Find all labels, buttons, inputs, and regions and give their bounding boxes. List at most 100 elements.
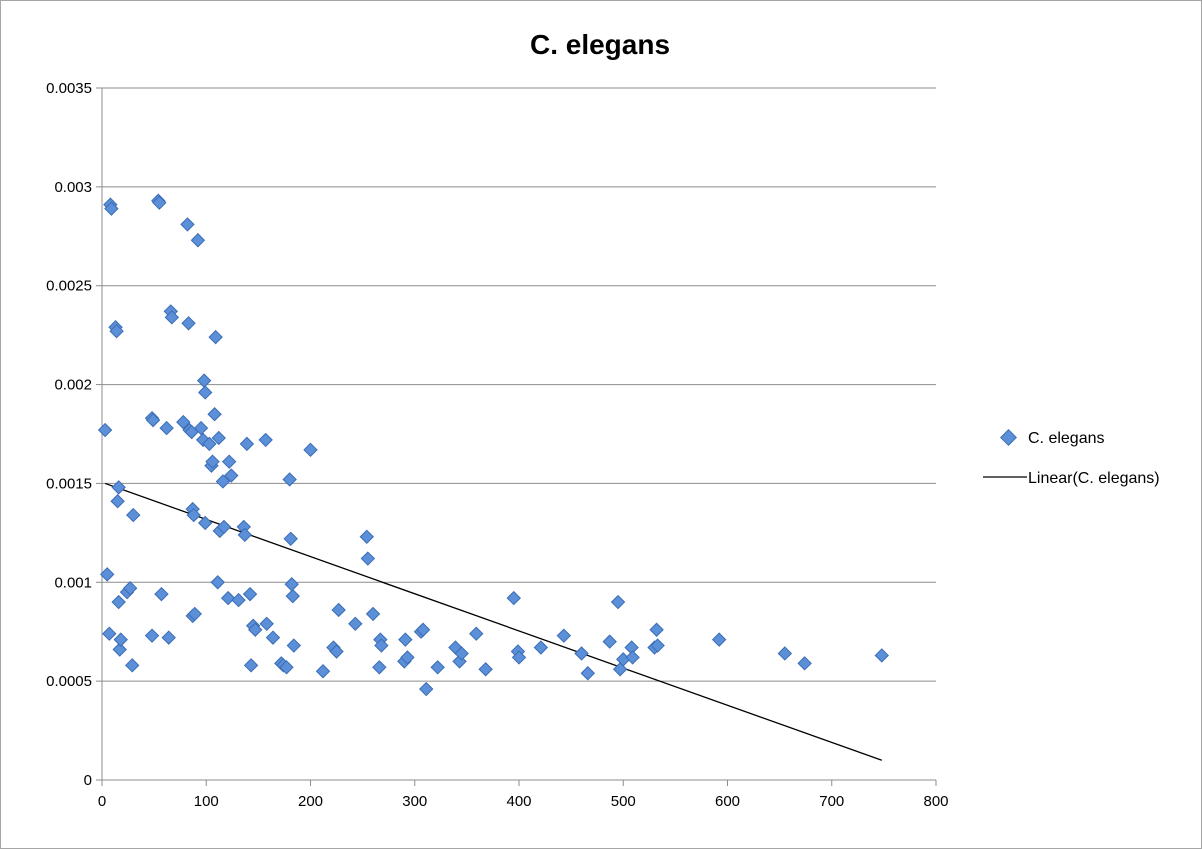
legend: C. elegans Linear(C. elegans) <box>983 429 1160 487</box>
data-point <box>777 646 793 661</box>
y-tick-label: 0.001 <box>54 574 92 591</box>
y-tick-label: 0 <box>84 772 92 789</box>
data-point <box>283 531 298 546</box>
data-point <box>221 454 237 469</box>
data-point <box>161 630 176 645</box>
x-tick-label: 300 <box>402 793 427 810</box>
data-point <box>243 658 259 673</box>
data-point <box>478 662 493 677</box>
data-point <box>205 454 220 469</box>
data-point <box>198 515 213 531</box>
data-point <box>202 436 217 452</box>
data-point <box>331 602 346 618</box>
data-point <box>181 316 196 331</box>
data-point <box>239 436 255 452</box>
data-point <box>610 594 626 610</box>
data-point <box>303 442 318 458</box>
data-point <box>348 616 363 632</box>
data-point <box>152 195 167 210</box>
data-point <box>580 666 596 681</box>
data-point <box>286 638 302 653</box>
data-point <box>574 646 589 661</box>
data-point <box>102 626 117 641</box>
data-point <box>282 472 297 487</box>
data-point <box>144 628 160 643</box>
x-tick-labels: 0 100 200 300 400 500 600 700 800 <box>98 793 949 810</box>
data-point <box>419 681 434 697</box>
data-point <box>315 664 331 679</box>
y-tick-label: 0.002 <box>54 377 92 394</box>
data-point <box>452 654 467 669</box>
data-point <box>398 632 413 647</box>
data-point <box>97 422 113 438</box>
data-point <box>196 373 212 388</box>
data-point <box>248 622 263 637</box>
trendline <box>104 482 883 761</box>
data-point <box>372 660 387 675</box>
data-point <box>650 638 665 653</box>
data-point <box>400 650 415 665</box>
data-point <box>215 474 231 489</box>
data-point <box>237 527 253 543</box>
gridlines <box>102 87 936 682</box>
data-point <box>415 622 431 637</box>
data-point <box>110 494 125 509</box>
data-point <box>602 634 617 649</box>
data-point <box>242 586 258 602</box>
data-point <box>193 420 209 436</box>
data-point <box>216 519 232 535</box>
data-point <box>211 430 226 446</box>
chart-title: C. elegans <box>530 29 670 60</box>
data-point <box>360 551 376 566</box>
data-point <box>511 650 527 665</box>
x-tick-label: 400 <box>506 793 531 810</box>
data-point <box>126 507 141 523</box>
data-point <box>112 642 127 657</box>
data-point <box>284 577 299 592</box>
data-point <box>220 590 236 606</box>
data-point <box>649 622 664 637</box>
data-point <box>279 660 294 675</box>
x-tick-label: 100 <box>194 793 219 810</box>
data-point <box>231 592 246 608</box>
data-point <box>113 632 128 647</box>
legend-marker-scatter <box>1000 429 1017 446</box>
trendline-group <box>104 482 883 761</box>
x-tick-label: 200 <box>298 793 323 810</box>
y-tick-label: 0.0025 <box>46 278 92 295</box>
x-tick-label: 500 <box>611 793 636 810</box>
data-point <box>210 575 225 590</box>
data-point <box>187 606 202 622</box>
data-point <box>365 606 381 622</box>
y-tick-label: 0.0015 <box>46 475 92 492</box>
data-point <box>797 656 812 671</box>
y-tick-label: 0.0005 <box>46 673 92 690</box>
legend-label-trendline: Linear(C. elegans) <box>1028 470 1160 487</box>
data-point <box>265 630 281 645</box>
data-point <box>125 658 140 673</box>
data-point <box>154 586 169 602</box>
x-tick-label: 800 <box>923 793 948 810</box>
data-point <box>100 567 115 582</box>
data-points <box>97 193 889 697</box>
data-point <box>469 626 484 641</box>
data-point <box>533 640 549 655</box>
data-point <box>208 329 223 345</box>
data-point <box>625 650 640 665</box>
data-point <box>186 507 201 523</box>
data-point <box>874 648 889 663</box>
data-point <box>711 632 727 647</box>
data-point <box>329 644 344 659</box>
data-point <box>180 217 195 232</box>
data-point <box>164 310 180 325</box>
data-point <box>109 323 124 339</box>
data-point <box>258 432 273 448</box>
data-point <box>430 660 445 675</box>
data-point <box>285 588 300 604</box>
data-point <box>122 581 138 596</box>
x-tick-label: 600 <box>715 793 740 810</box>
y-tick-label: 0.003 <box>54 179 92 196</box>
data-point <box>359 529 375 545</box>
data-point <box>190 233 206 248</box>
